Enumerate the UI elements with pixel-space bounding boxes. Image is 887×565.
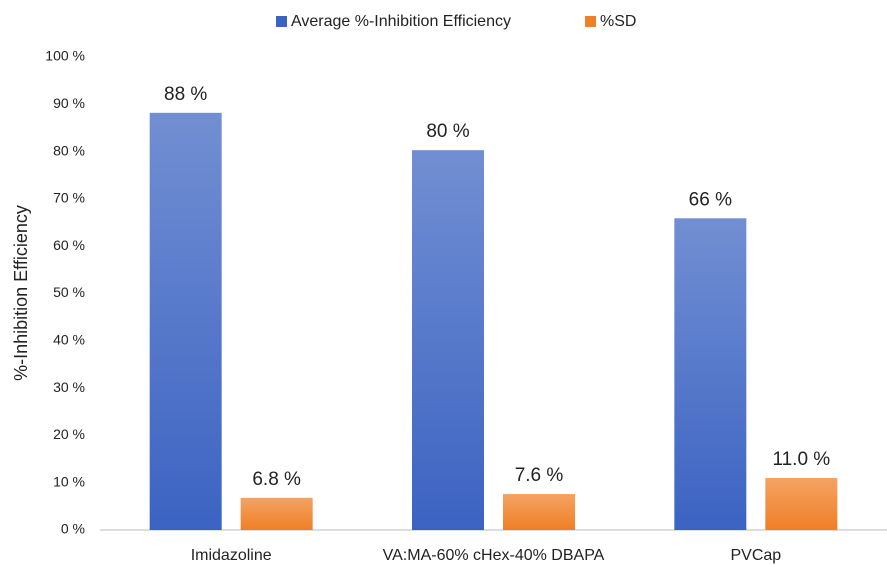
- y-tick-label: 70 %: [53, 190, 85, 206]
- x-tick-label: VA:MA-60% cHex-40% DBAPA: [383, 547, 605, 564]
- y-tick-label: 10 %: [53, 473, 85, 489]
- bar: [765, 477, 838, 530]
- y-tick-label: 0 %: [61, 521, 85, 537]
- value-label: 88 %: [164, 84, 207, 105]
- bar: [240, 497, 313, 530]
- y-tick-label: 100 %: [45, 48, 85, 64]
- x-tick-label: PVCap: [730, 547, 781, 564]
- bar: [412, 150, 484, 530]
- y-tick-label: 50 %: [53, 284, 85, 300]
- bar: [674, 218, 747, 530]
- legend-swatch: [276, 16, 287, 27]
- y-tick-label: 60 %: [53, 237, 85, 253]
- y-tick-label: 40 %: [53, 332, 85, 348]
- bar: [503, 494, 575, 530]
- bar: [149, 112, 222, 531]
- y-tick-label: 90 %: [53, 95, 85, 111]
- y-tick-label: 20 %: [53, 426, 85, 442]
- legend-swatch: [585, 16, 596, 27]
- y-tick-label: 80 %: [53, 142, 85, 158]
- value-label: 66 %: [689, 189, 732, 210]
- legend-label: %SD: [600, 13, 636, 30]
- value-label: 6.8 %: [252, 469, 301, 490]
- value-label: 80 %: [426, 121, 469, 142]
- legend-label: Average %-Inhibition Efficiency: [291, 13, 511, 30]
- value-label: 11.0 %: [772, 449, 830, 470]
- x-tick-label: Imidazoline: [191, 547, 272, 564]
- y-axis-label: %-Inhibition Efficiency: [11, 205, 31, 381]
- value-label: 7.6 %: [515, 465, 564, 486]
- y-tick-label: 30 %: [53, 379, 85, 395]
